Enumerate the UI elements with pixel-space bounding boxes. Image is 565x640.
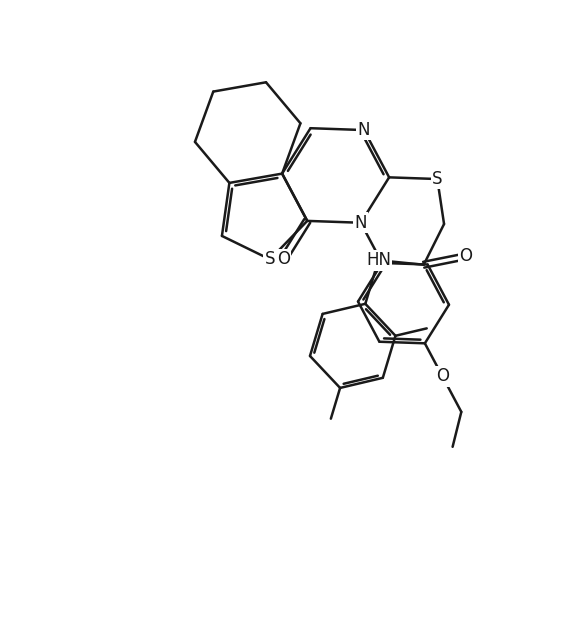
Text: S: S — [265, 250, 275, 268]
Text: HN: HN — [366, 252, 391, 269]
Text: O: O — [459, 247, 472, 266]
Text: S: S — [432, 170, 442, 188]
Text: N: N — [354, 214, 367, 232]
Text: O: O — [277, 250, 290, 269]
Text: O: O — [436, 367, 449, 385]
Text: N: N — [358, 121, 370, 139]
